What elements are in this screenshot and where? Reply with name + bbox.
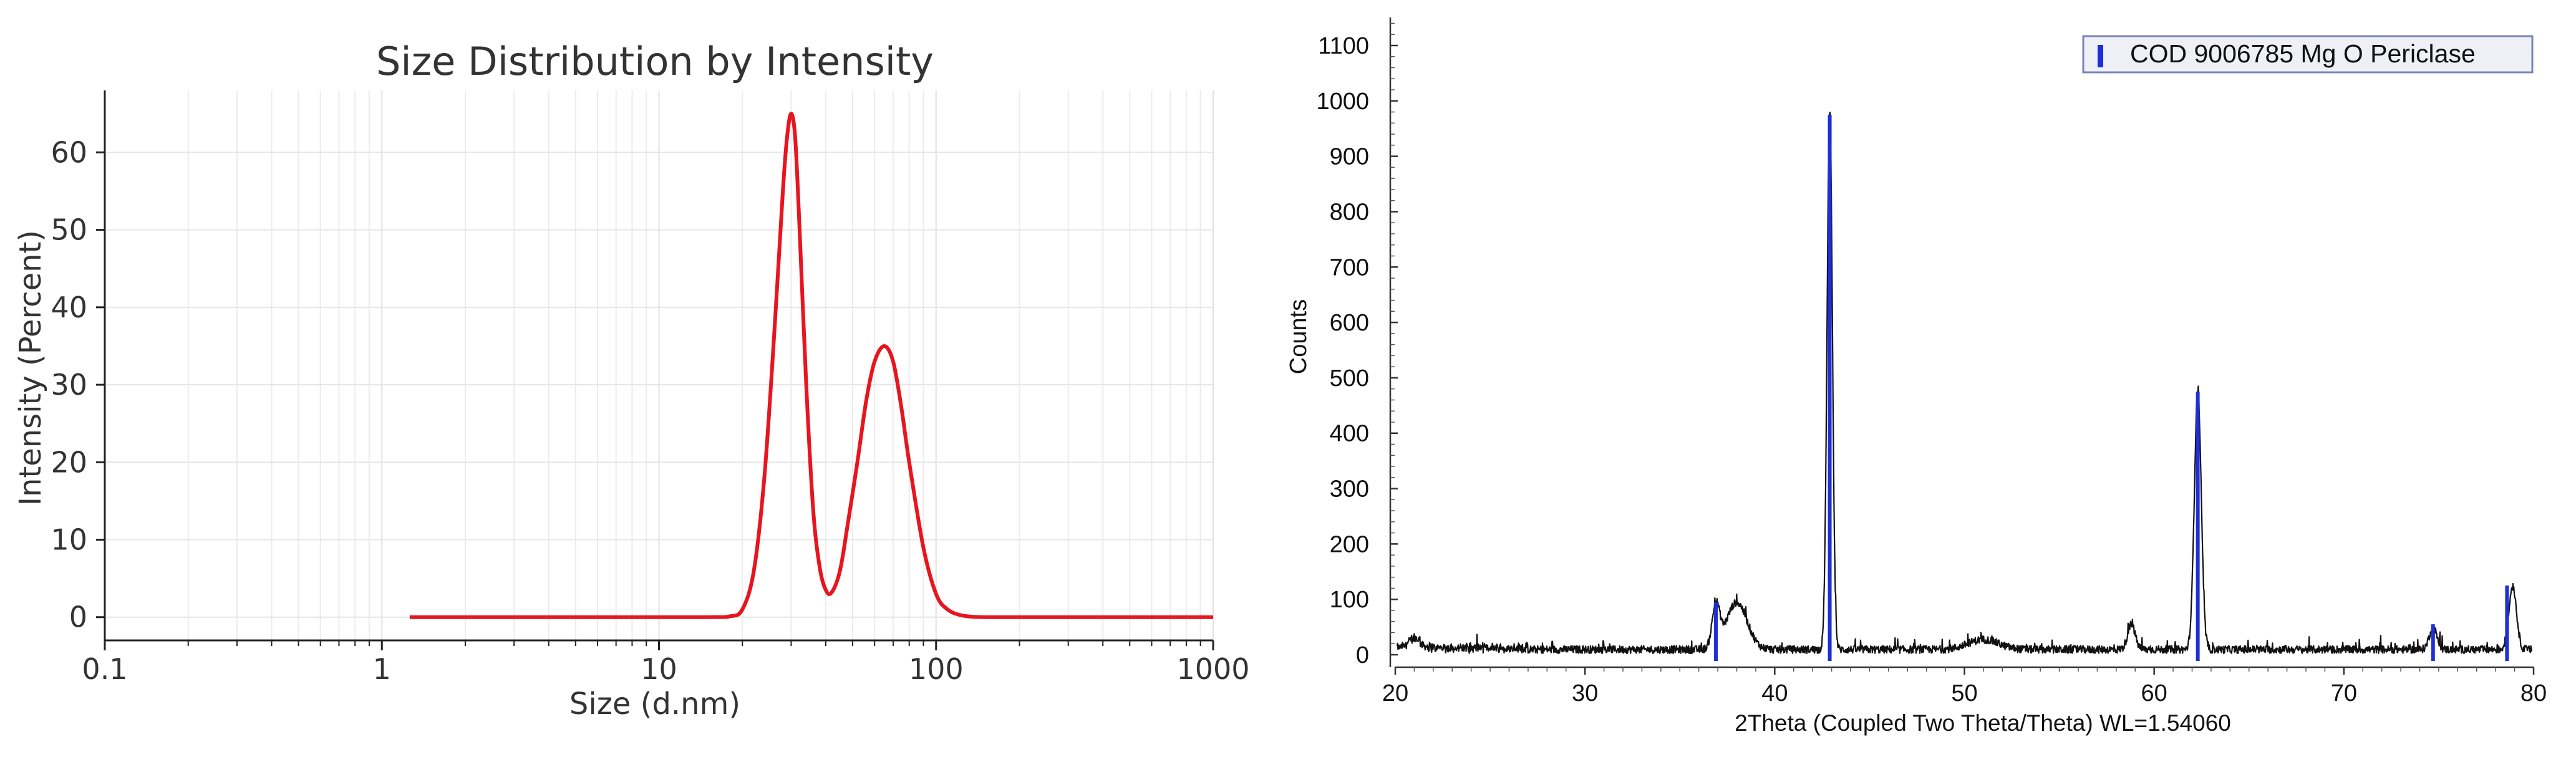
xrd-y-tick-label: 500 [1330,365,1369,392]
xrd-y-tick-label: 200 [1330,531,1369,557]
dls-x-tick-label: 0.1 [82,652,127,686]
xrd-y-tick-labels: 0 100 200 300 400 500 600 700 800 900 1000 1100 [1316,33,1369,668]
dls-chart-title: Size Distribution by Intensity [376,39,934,84]
xrd-x-tick-label: 40 [1761,680,1788,706]
dls-series [409,112,1213,619]
xrd-y-tick-label: 600 [1330,310,1369,336]
xrd-y-tick-label: 800 [1330,199,1369,225]
xrd-axes [1389,17,2535,675]
dls-y-tick-labels: 0 10 20 30 40 50 60 [51,135,87,634]
legend-swatch [2098,45,2103,67]
dls-y-tick-label: 40 [51,291,87,324]
dls-y-tick-label: 20 [51,445,87,479]
xrd-x-tick-label: 80 [2520,680,2547,706]
xrd-legend: COD 9006785 Mg O Periclase [2082,35,2534,74]
xrd-y-axis-label: Counts [1286,299,1312,374]
legend-box [2082,35,2534,74]
dls-x-tick-label: 1000 [1176,652,1249,686]
xrd-chart: 20 30 40 50 60 70 80 0 100 200 300 400 500 600 700 800… [1286,17,2547,736]
xrd-y-tick-label: 1100 [1318,33,1369,59]
xrd-x-tick-label: 50 [1951,680,1977,706]
dls-axes [96,90,1214,650]
xrd-x-tick-label: 30 [1572,680,1598,706]
dls-y-tick-label: 50 [51,213,87,247]
dls-intensity-line [409,112,1213,619]
xrd-x-tick-label: 20 [1382,680,1408,706]
dls-y-tick-label: 60 [51,135,87,169]
dls-y-tick-label: 10 [51,523,87,557]
dls-y-tick-label: 30 [51,368,87,402]
dls-x-tick-label: 1 [373,652,391,686]
legend-entry-label: COD 9006785 Mg O Periclase [2130,39,2476,68]
xrd-x-tick-labels: 20 30 40 50 60 70 80 [1382,680,2547,706]
xrd-x-axis-label: 2Theta (Coupled Two Theta/Theta) WL=1.54… [1735,710,2231,736]
dls-gridlines [104,90,1214,640]
xrd-series [1396,112,2533,661]
xrd-y-tick-label: 0 [1356,642,1369,668]
xrd-y-tick-label: 900 [1330,144,1369,170]
dls-x-axis-label: Size (d.nm) [569,687,740,721]
xrd-y-tick-label: 100 [1330,587,1369,613]
dls-y-axis-label: Intensity (Percent) [13,230,48,506]
xrd-x-tick-label: 60 [2141,680,2167,706]
dls-x-tick-label: 10 [641,652,677,686]
xrd-y-tick-label: 300 [1330,476,1369,503]
xrd-measured-pattern [1396,112,2533,654]
xrd-y-tick-label: 400 [1330,421,1369,447]
size-distribution-chart: 0.1 1 10 100 1000 0 10 20 30 40 50 60 Size Distrib… [13,39,1250,721]
dls-x-tick-label: 100 [909,652,964,686]
dls-x-tick-labels: 0.1 1 10 100 1000 [82,652,1249,686]
xrd-y-tick-label: 700 [1330,254,1369,281]
dls-y-tick-label: 0 [69,600,87,634]
xrd-x-tick-label: 70 [2331,680,2357,706]
xrd-y-tick-label: 1000 [1316,89,1369,115]
